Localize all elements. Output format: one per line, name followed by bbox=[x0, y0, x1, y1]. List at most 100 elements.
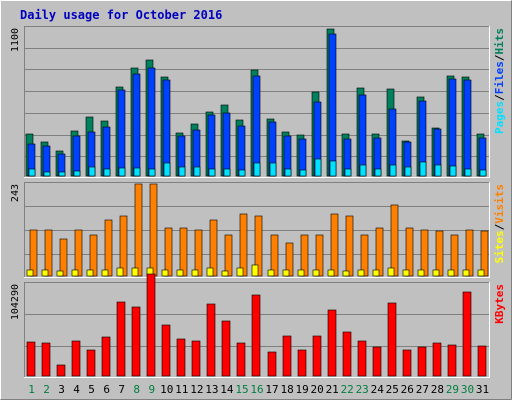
bar-sites-day-5 bbox=[86, 269, 94, 277]
day-label-6: 6 bbox=[103, 383, 110, 396]
bar-pages-day-25 bbox=[389, 164, 397, 177]
bar-sites-day-17 bbox=[267, 269, 275, 277]
bar-kbytes-day-17 bbox=[267, 351, 277, 377]
bar-pages-day-17 bbox=[269, 162, 277, 177]
bar-sites-day-20 bbox=[312, 269, 320, 277]
bar-pages-day-27 bbox=[419, 161, 427, 177]
legend-entry: / bbox=[493, 54, 506, 61]
bar-kbytes-day-8 bbox=[131, 306, 141, 377]
bar-visits-day-20 bbox=[315, 234, 324, 277]
bar-kbytes-day-30 bbox=[462, 291, 472, 377]
legend-entry: Files bbox=[493, 61, 506, 94]
day-label-14: 14 bbox=[220, 383, 234, 396]
bar-visits-day-18 bbox=[285, 242, 294, 277]
bar-visits-day-7 bbox=[119, 215, 128, 277]
bar-pages-day-19 bbox=[299, 169, 307, 177]
bar-visits-day-27 bbox=[420, 229, 429, 277]
bar-pages-day-4 bbox=[73, 170, 81, 177]
bar-pages-day-2 bbox=[43, 171, 51, 177]
bar-pages-day-28 bbox=[434, 164, 442, 177]
bar-kbytes-day-19 bbox=[297, 349, 307, 377]
bar-visits-day-28 bbox=[435, 230, 444, 277]
legend-entry: Pages bbox=[493, 101, 506, 134]
legend-entry: Sites bbox=[493, 230, 506, 263]
bar-pages-day-23 bbox=[359, 164, 367, 177]
day-label-15: 15 bbox=[235, 383, 248, 396]
bar-kbytes-day-15 bbox=[236, 342, 246, 377]
bar-pages-day-21 bbox=[329, 160, 337, 177]
bar-pages-day-22 bbox=[344, 168, 352, 177]
bar-pages-day-13 bbox=[208, 168, 216, 177]
day-label-26: 26 bbox=[401, 383, 414, 396]
bar-visits-day-5 bbox=[89, 234, 98, 277]
bar-visits-day-8 bbox=[134, 183, 143, 277]
bar-kbytes-day-3 bbox=[56, 364, 66, 377]
bar-files-day-29 bbox=[448, 78, 457, 177]
bar-kbytes-day-18 bbox=[282, 335, 292, 377]
day-label-19: 19 bbox=[295, 383, 308, 396]
bar-kbytes-day-20 bbox=[312, 335, 322, 377]
bar-sites-day-18 bbox=[282, 269, 290, 277]
bar-visits-day-3 bbox=[59, 238, 68, 277]
bar-sites-day-25 bbox=[387, 267, 395, 277]
bar-kbytes-day-23 bbox=[357, 340, 367, 377]
day-label-13: 13 bbox=[205, 383, 218, 396]
bar-sites-day-4 bbox=[71, 269, 79, 277]
bar-pages-day-20 bbox=[314, 158, 322, 177]
bar-sites-day-11 bbox=[176, 269, 184, 277]
day-label-18: 18 bbox=[280, 383, 293, 396]
legend-entry: / bbox=[493, 223, 506, 230]
bar-visits-day-16 bbox=[254, 215, 263, 277]
bar-sites-day-7 bbox=[116, 267, 124, 277]
day-label-3: 3 bbox=[58, 383, 65, 396]
bar-kbytes-day-24 bbox=[372, 346, 382, 377]
bar-sites-day-10 bbox=[161, 269, 169, 277]
bar-visits-day-11 bbox=[179, 227, 188, 277]
bar-sites-day-23 bbox=[357, 269, 365, 277]
day-label-29: 29 bbox=[446, 383, 459, 396]
bar-pages-day-31 bbox=[479, 169, 487, 177]
bar-sites-day-30 bbox=[462, 269, 470, 277]
bar-kbytes-day-25 bbox=[387, 302, 397, 377]
bar-pages-day-5 bbox=[88, 166, 96, 177]
y-max-label: 243 bbox=[10, 184, 21, 202]
day-label-30: 30 bbox=[461, 383, 474, 396]
bar-visits-day-19 bbox=[300, 234, 309, 277]
bar-kbytes-day-26 bbox=[402, 349, 412, 377]
day-label-27: 27 bbox=[416, 383, 429, 396]
bar-files-day-21 bbox=[328, 33, 337, 177]
bar-files-day-23 bbox=[358, 94, 367, 177]
bar-files-day-7 bbox=[117, 89, 126, 177]
bar-pages-day-16 bbox=[253, 162, 261, 177]
bar-sites-day-6 bbox=[101, 269, 109, 277]
bar-visits-day-10 bbox=[164, 227, 173, 277]
day-label-25: 25 bbox=[386, 383, 399, 396]
y-max-label: 104290 bbox=[10, 284, 21, 320]
bar-visits-day-21 bbox=[330, 213, 339, 277]
panel-kbytes: 104290 KBytes bbox=[10, 273, 506, 378]
day-label-24: 24 bbox=[371, 383, 385, 396]
bar-files-day-16 bbox=[252, 75, 261, 177]
bar-visits-day-25 bbox=[390, 204, 399, 277]
bar-sites-day-31 bbox=[477, 269, 485, 277]
bar-files-day-9 bbox=[147, 67, 156, 177]
bar-visits-day-22 bbox=[345, 215, 354, 277]
bar-pages-day-18 bbox=[284, 168, 292, 177]
day-label-10: 10 bbox=[160, 383, 173, 396]
bar-visits-day-17 bbox=[270, 234, 279, 277]
bar-pages-day-29 bbox=[449, 165, 457, 177]
bar-sites-day-16 bbox=[251, 264, 259, 277]
bar-pages-day-24 bbox=[374, 168, 382, 177]
bar-sites-day-21 bbox=[327, 269, 335, 277]
bar-sites-day-15 bbox=[236, 267, 244, 277]
legend-entry: KBytes bbox=[493, 284, 506, 324]
bar-kbytes-day-1 bbox=[26, 341, 36, 377]
bar-sites-day-24 bbox=[372, 269, 380, 277]
bar-visits-day-30 bbox=[465, 229, 474, 277]
day-label-16: 16 bbox=[250, 383, 263, 396]
bar-pages-day-9 bbox=[148, 168, 156, 177]
bar-pages-day-10 bbox=[163, 162, 171, 177]
chart-title: Daily usage for October 2016 bbox=[20, 8, 222, 22]
day-label-23: 23 bbox=[356, 383, 369, 396]
